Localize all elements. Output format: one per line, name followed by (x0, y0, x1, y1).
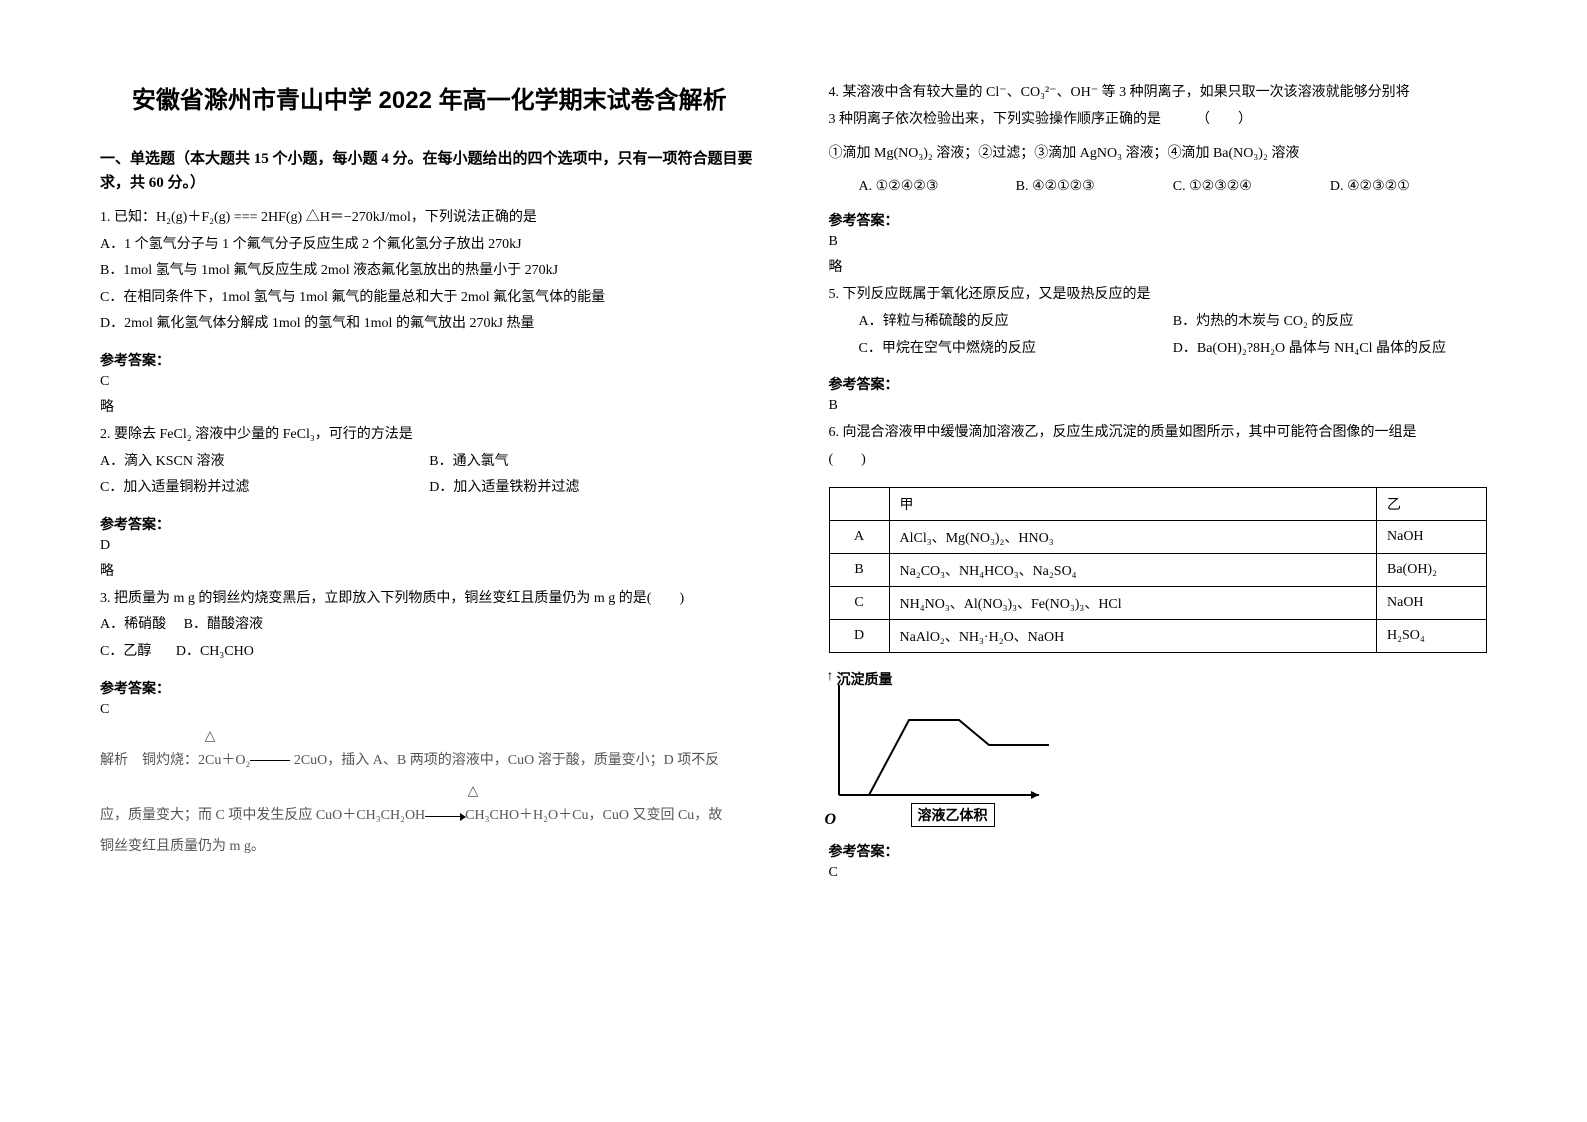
q2-stem: 2. 要除去 FeCl₂ 溶液中少量的 FeCl₃，可行的方法是 (100, 422, 759, 449)
q5-opt-b: B．灼热的木炭与 CO₂ 的反应 (1173, 309, 1487, 336)
q2-answer-label: 参考答案： (100, 514, 759, 534)
q6-r0c0: A (829, 521, 889, 554)
q1-answer: C (100, 374, 759, 390)
q6-answer: C (829, 865, 1488, 881)
q3-explain-line1b: 解析 铜灼烧：2Cu＋O₂ 2CuO，插入 A、B 两项的溶液中，CuO 溶于酸… (100, 748, 759, 775)
q4-opt-d: D. ④②③②① (1330, 174, 1487, 201)
q6-r2c0: C (829, 587, 889, 620)
q3-explain-line1: △ (100, 724, 759, 751)
q2-opt-a: A．滴入 KSCN 溶液 (100, 449, 429, 476)
q3-explain-pre2: 应，质量变大；而 C 项中发生反应 CuO＋CH₃CH₂OH (100, 808, 425, 823)
q5-opt-d: D．Ba(OH)₂?8H₂O 晶体与 NH₄Cl 晶体的反应 (1173, 336, 1487, 363)
question-1: 1. 已知：H₂(g)＋F₂(g) === 2HF(g) △H＝−270kJ/m… (100, 205, 759, 338)
table-row: A AlCl₃、Mg(NO₃)₂、HNO₃ NaOH (829, 521, 1487, 554)
q5-stem: 5. 下列反应既属于氧化还原反应，又是吸热反应的是 (829, 282, 1488, 309)
q5-opt-c: C．甲烷在空气中燃烧的反应 (859, 336, 1173, 363)
q3-explain-line2: 应，质量变大；而 C 项中发生反应 CuO＋CH₃CH₂OH CH₃CHO＋H₂O… (100, 803, 759, 830)
q1-opt-b: B．1mol 氢气与 1mol 氟气反应生成 2mol 液态氟化氢放出的热量小于… (100, 258, 759, 285)
q2-answer: D (100, 538, 759, 554)
q2-opt-d: D．加入适量铁粉并过滤 (429, 475, 758, 502)
q6-r3c1: NaAlO₂、NH₃·H₂O、NaOH (889, 620, 1377, 653)
q4-explain: 略 (829, 256, 1488, 276)
q6-table: 甲 乙 A AlCl₃、Mg(NO₃)₂、HNO₃ NaOH B Na₂CO₃、… (829, 487, 1488, 653)
q2-opt-b: B．通入氯气 (429, 449, 758, 476)
q6-r2c2: NaOH (1377, 587, 1487, 620)
chart-svg (829, 675, 1049, 805)
q4-opt-a: A. ①②④②③ (859, 174, 1016, 201)
q1-opt-d: D．2mol 氟化氢气体分解成 1mol 的氢气和 1mol 的氟气放出 270… (100, 311, 759, 338)
q6-r3c0: D (829, 620, 889, 653)
q6-r1c0: B (829, 554, 889, 587)
table-header-row: 甲 乙 (829, 488, 1487, 521)
question-4: 4. 某溶液中含有较大量的 Cl⁻、CO₃²⁻、OH⁻ 等 3 种阴离子，如果只… (829, 80, 1488, 168)
q4-opt-c: C. ①②③②④ (1173, 174, 1330, 201)
q6-r1c1: Na₂CO₃、NH₄HCO₃、Na₂SO₄ (889, 554, 1377, 587)
q4-options: A. ①②④②③ B. ④②①②③ C. ①②③②④ D. ④②③②① (829, 174, 1488, 201)
q6-r0c2: NaOH (1377, 521, 1487, 554)
left-column: 安徽省滁州市青山中学 2022 年高一化学期末试卷含解析 一、单选题（本大题共 … (100, 80, 779, 1082)
q3-explain-pre1: 解析 铜灼烧：2Cu＋O₂ (100, 753, 250, 768)
q1-stem: 1. 已知：H₂(g)＋F₂(g) === 2HF(g) △H＝−270kJ/m… (100, 205, 759, 232)
q3-opt-b: B．醋酸溶液 (184, 617, 263, 632)
question-3: 3. 把质量为 m g 的铜丝灼烧变黑后，立即放入下列物质中，铜丝变红且质量仍为… (100, 586, 759, 666)
q6-th-2: 乙 (1377, 488, 1487, 521)
q4-stem2: 3 种阴离子依次检验出来，下列实验操作顺序正确的是 （ ） (829, 107, 1488, 134)
reaction-arrow-2 (425, 816, 465, 817)
q3-opt-d: D．CH₃CHO (176, 644, 254, 659)
q3-explain-line3: 铜丝变红且质量仍为 m g。 (100, 834, 759, 861)
q3-stem: 3. 把质量为 m g 的铜丝灼烧变黑后，立即放入下列物质中，铜丝变红且质量仍为… (100, 586, 759, 613)
page-title: 安徽省滁州市青山中学 2022 年高一化学期末试卷含解析 (100, 80, 759, 115)
question-6: 6. 向混合溶液甲中缓慢滴加溶液乙，反应生成沉淀的质量如图所示，其中可能符合图像… (829, 420, 1488, 473)
table-row: B Na₂CO₃、NH₄HCO₃、Na₂SO₄ Ba(OH)₂ (829, 554, 1487, 587)
q5-answer-label: 参考答案： (829, 374, 1488, 394)
q3-opt-a: A．稀硝酸 (100, 617, 166, 632)
reaction-arrow-1 (250, 760, 290, 761)
q6-paren: ( ) (829, 447, 1488, 474)
q3-explain-post2: CH₃CHO＋H₂O＋Cu，CuO 又变回 Cu，故 (465, 808, 722, 823)
heat-symbol-2: △ (466, 779, 480, 806)
q4-stem1: 4. 某溶液中含有较大量的 Cl⁻、CO₃²⁻、OH⁻ 等 3 种阴离子，如果只… (829, 80, 1488, 107)
q5-opt-a: A．锌粒与稀硫酸的反应 (859, 309, 1173, 336)
chart-y-arrow: ↑ (827, 669, 834, 685)
q5-answer: B (829, 398, 1488, 414)
q6-r2c1: NH₄NO₃、Al(NO₃)₃、Fe(NO₃)₃、HCl (889, 587, 1377, 620)
chart-xlabel: 溶液乙体积 (911, 803, 995, 827)
q4-answer-label: 参考答案： (829, 210, 1488, 230)
table-row: D NaAlO₂、NH₃·H₂O、NaOH H₂SO₄ (829, 620, 1487, 653)
chart-ylabel: 沉淀质量 (837, 669, 893, 689)
q6-th-0 (829, 488, 889, 521)
q1-explain: 略 (100, 396, 759, 416)
q4-answer: B (829, 234, 1488, 250)
question-2: 2. 要除去 FeCl₂ 溶液中少量的 FeCl₃，可行的方法是 A．滴入 KS… (100, 422, 759, 502)
q1-opt-a: A．1 个氢气分子与 1 个氟气分子反应生成 2 个氟化氢分子放出 270kJ (100, 232, 759, 259)
question-5: 5. 下列反应既属于氧化还原反应，又是吸热反应的是 A．锌粒与稀硫酸的反应 B．… (829, 282, 1488, 362)
chart-origin: O (825, 811, 837, 829)
q4-cond: ①滴加 Mg(NO₃)₂ 溶液；②过滤；③滴加 AgNO₃ 溶液；④滴加 Ba(… (829, 141, 1488, 168)
section-header: 一、单选题（本大题共 15 个小题，每小题 4 分。在每小题给出的四个选项中，只… (100, 147, 759, 195)
q6-chart: ↑ 沉淀质量 O 溶液乙体积 (829, 675, 1069, 825)
q3-explain-heat2: △ (100, 779, 759, 806)
q6-r0c1: AlCl₃、Mg(NO₃)₂、HNO₃ (889, 521, 1377, 554)
q6-r1c2: Ba(OH)₂ (1377, 554, 1487, 587)
q6-r3c2: H₂SO₄ (1377, 620, 1487, 653)
q3-opt-c: C．乙醇 (100, 644, 151, 659)
q6-stem: 6. 向混合溶液甲中缓慢滴加溶液乙，反应生成沉淀的质量如图所示，其中可能符合图像… (829, 420, 1488, 447)
q1-opt-c: C．在相同条件下，1mol 氢气与 1mol 氟气的能量总和大于 2mol 氟化… (100, 285, 759, 312)
right-column: 4. 某溶液中含有较大量的 Cl⁻、CO₃²⁻、OH⁻ 等 3 种阴离子，如果只… (809, 80, 1488, 1082)
q4-opt-b: B. ④②①②③ (1016, 174, 1173, 201)
q2-explain: 略 (100, 560, 759, 580)
q3-explain-post1: 2CuO，插入 A、B 两项的溶液中，CuO 溶于酸，质量变小；D 项不反 (290, 753, 719, 768)
q6-answer-label: 参考答案： (829, 841, 1488, 861)
q6-th-1: 甲 (889, 488, 1377, 521)
q3-answer-label: 参考答案： (100, 678, 759, 698)
q3-answer: C (100, 702, 759, 718)
q2-opt-c: C．加入适量铜粉并过滤 (100, 475, 429, 502)
heat-symbol-1: △ (203, 724, 217, 751)
q1-answer-label: 参考答案： (100, 350, 759, 370)
table-row: C NH₄NO₃、Al(NO₃)₃、Fe(NO₃)₃、HCl NaOH (829, 587, 1487, 620)
